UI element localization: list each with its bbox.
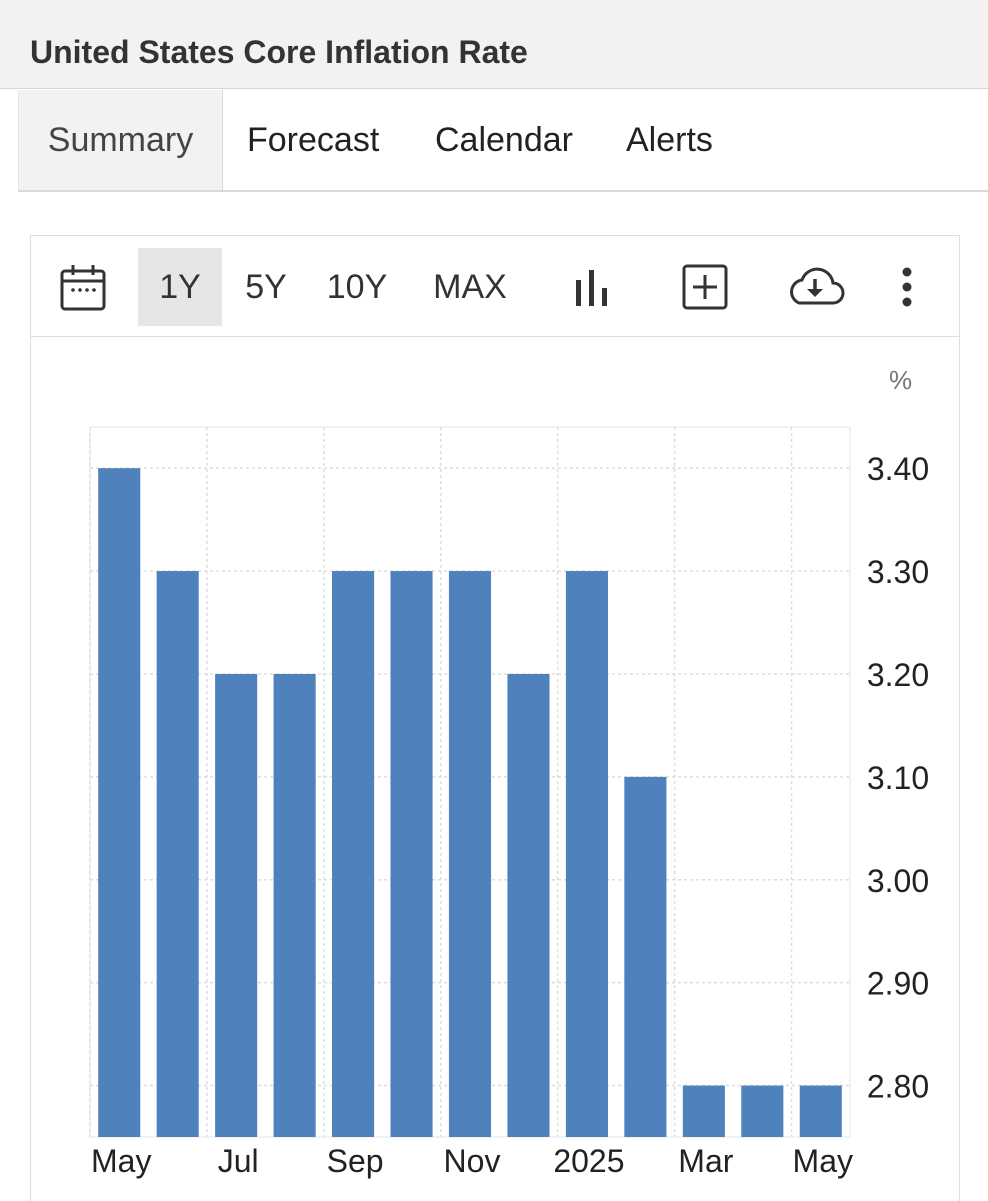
more-options-button[interactable]	[889, 248, 925, 326]
add-indicator-button[interactable]	[677, 248, 733, 326]
tab-alerts[interactable]: Alerts	[626, 121, 713, 159]
bar-sep	[332, 571, 375, 1137]
x-tick-label: May	[793, 1143, 853, 1179]
y-tick-label: 3.10	[867, 760, 929, 796]
tab-summary[interactable]: Summary	[18, 90, 223, 190]
bar-chart-icon	[576, 270, 607, 306]
bar-may	[799, 1085, 842, 1137]
chart-toolbar: 1Y 5Y 10Y MAX	[31, 236, 959, 337]
bar-feb	[624, 776, 667, 1137]
page-title: United States Core Inflation Rate	[30, 34, 528, 70]
tab-calendar[interactable]: Calendar	[435, 121, 573, 159]
y-tick-label: 3.20	[867, 657, 929, 693]
x-tick-label: Nov	[444, 1143, 501, 1179]
bar-oct	[390, 571, 433, 1137]
y-tick-label: 3.30	[867, 554, 929, 590]
bar-aug	[273, 673, 316, 1137]
more-vertical-icon	[902, 267, 912, 307]
tab-bar: Summary Forecast Calendar Alerts	[18, 90, 988, 192]
y-tick-label: 3.00	[867, 863, 929, 899]
range-max-button[interactable]: MAX	[433, 268, 507, 306]
add-box-icon	[682, 264, 728, 310]
x-tick-label: Jul	[218, 1143, 259, 1179]
bar-jul	[215, 673, 258, 1137]
tab-forecast[interactable]: Forecast	[247, 121, 380, 159]
bar-2025	[565, 571, 608, 1137]
bar-nov	[448, 571, 492, 1137]
bar-apr	[741, 1085, 784, 1137]
calendar-icon	[60, 265, 106, 311]
cloud-download-icon	[790, 267, 845, 305]
x-tick-label: May	[91, 1143, 151, 1179]
header: United States Core Inflation Rate	[0, 0, 988, 89]
range-5y-button[interactable]: 5Y	[245, 268, 287, 306]
bar-dec	[507, 673, 550, 1137]
bar-jun	[156, 571, 199, 1137]
download-button[interactable]	[783, 248, 847, 326]
bar-mar	[682, 1085, 725, 1137]
range-10y-button[interactable]: 10Y	[326, 268, 388, 306]
y-tick-label: 2.90	[867, 966, 929, 1002]
calendar-button[interactable]	[53, 248, 113, 326]
y-tick-label: 3.40	[867, 451, 929, 487]
range-1y-button[interactable]: 1Y	[138, 248, 222, 326]
x-tick-label: Mar	[678, 1143, 733, 1179]
unit-label: %	[889, 365, 913, 395]
x-tick-label: 2025	[553, 1143, 624, 1179]
bar-may	[98, 468, 141, 1137]
x-tick-label: Sep	[327, 1143, 384, 1179]
chart-type-button[interactable]	[565, 248, 619, 326]
y-tick-label: 2.80	[867, 1069, 929, 1105]
